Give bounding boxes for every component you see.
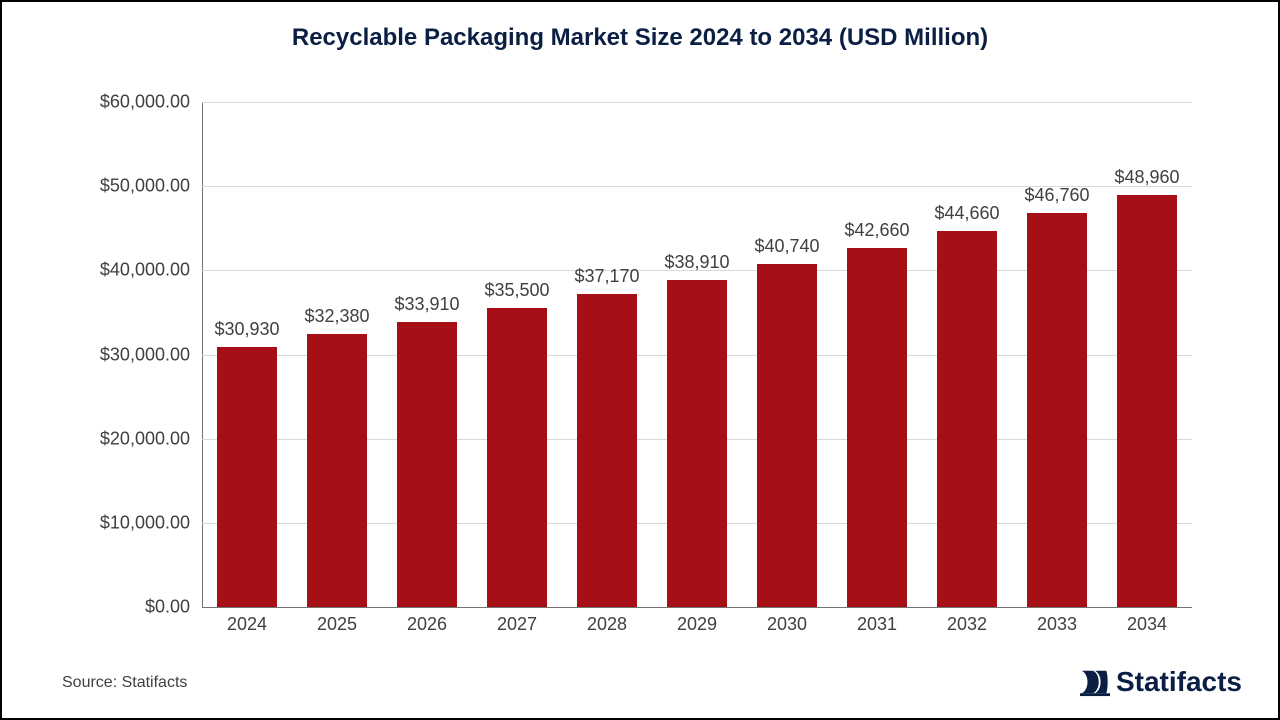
- y-tick-label: $60,000.00: [50, 92, 190, 113]
- brand-logo: Statifacts: [1080, 666, 1242, 698]
- bar-value-label: $48,960: [1087, 167, 1207, 188]
- bar: [217, 347, 277, 607]
- x-tick-label: 2026: [407, 614, 447, 635]
- x-tick-label: 2024: [227, 614, 267, 635]
- gridline: [202, 607, 1192, 608]
- bars-layer: [202, 102, 1192, 607]
- bar: [487, 308, 547, 607]
- chart-frame: Recyclable Packaging Market Size 2024 to…: [0, 0, 1280, 720]
- source-attribution: Source: Statifacts: [62, 674, 187, 692]
- bar-value-label: $46,760: [997, 185, 1117, 206]
- chart-title: Recyclable Packaging Market Size 2024 to…: [2, 24, 1278, 52]
- x-tick-label: 2034: [1127, 614, 1167, 635]
- bar: [847, 248, 907, 607]
- y-tick-label: $0.00: [50, 597, 190, 618]
- x-tick-label: 2031: [857, 614, 897, 635]
- bar: [757, 264, 817, 607]
- x-tick-label: 2027: [497, 614, 537, 635]
- y-tick-label: $10,000.00: [50, 512, 190, 533]
- bar: [667, 280, 727, 607]
- x-tick-label: 2029: [677, 614, 717, 635]
- y-tick-label: $40,000.00: [50, 260, 190, 281]
- bar: [937, 231, 997, 607]
- statifacts-logo-icon: [1080, 667, 1110, 697]
- bar: [1117, 195, 1177, 607]
- x-tick-label: 2028: [587, 614, 627, 635]
- bar: [577, 294, 637, 607]
- x-tick-label: 2030: [767, 614, 807, 635]
- x-tick-label: 2033: [1037, 614, 1077, 635]
- y-tick-label: $30,000.00: [50, 344, 190, 365]
- bar: [307, 334, 367, 607]
- x-tick-label: 2025: [317, 614, 357, 635]
- y-tick-label: $50,000.00: [50, 176, 190, 197]
- x-tick-label: 2032: [947, 614, 987, 635]
- bar: [397, 322, 457, 607]
- brand-logo-text: Statifacts: [1116, 666, 1242, 698]
- y-tick-label: $20,000.00: [50, 428, 190, 449]
- bar: [1027, 213, 1087, 607]
